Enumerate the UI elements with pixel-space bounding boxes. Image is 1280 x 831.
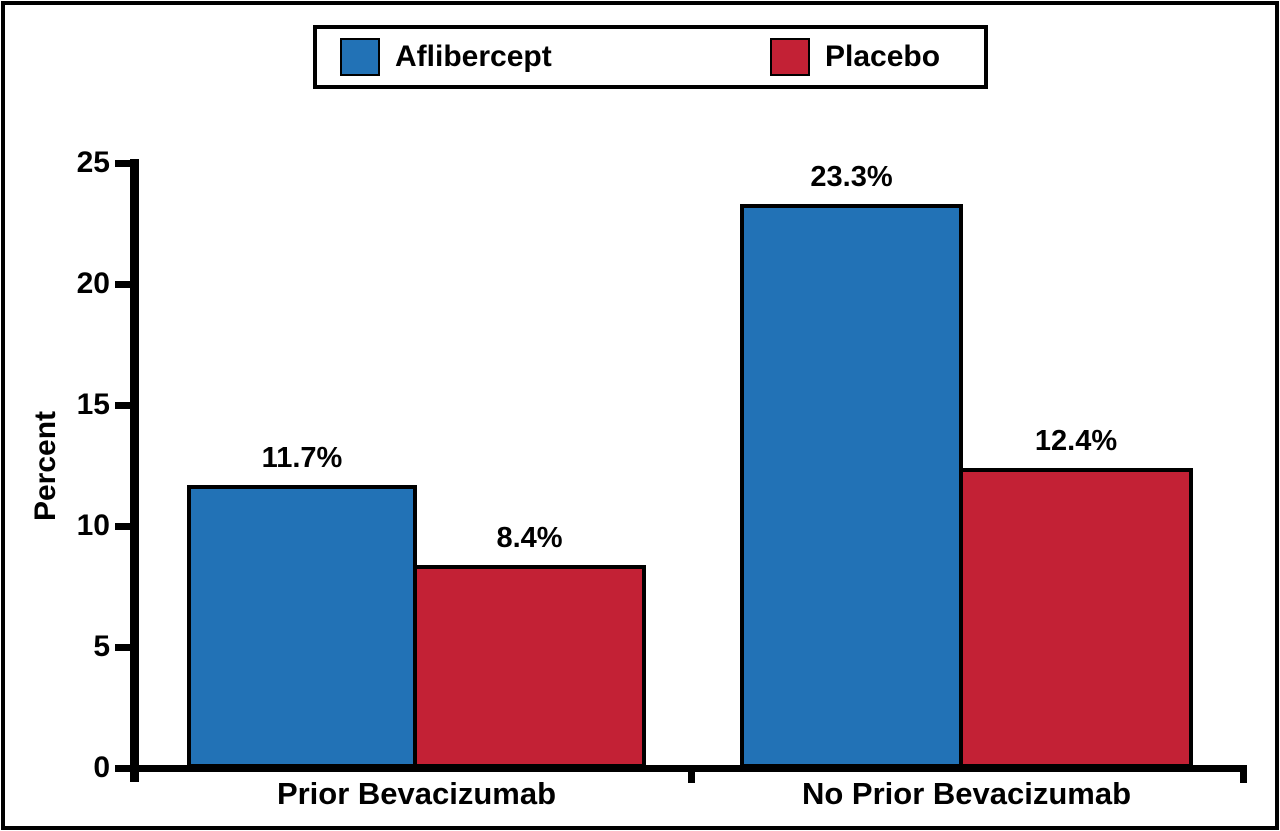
y-tick-label-15: 15 bbox=[76, 388, 110, 421]
y-axis-title: Percent bbox=[29, 410, 62, 522]
legend-label-placebo: Placebo bbox=[825, 40, 941, 73]
bar-aflibercept-group1 bbox=[187, 484, 417, 768]
x-axis-tick bbox=[688, 765, 695, 783]
legend: Aflibercept Placebo bbox=[313, 25, 988, 89]
y-tick-25 bbox=[115, 159, 130, 167]
category-label-2: No Prior Bevacizumab bbox=[801, 776, 1132, 811]
aflibercept-swatch bbox=[340, 38, 380, 76]
legend-item-aflibercept: Aflibercept bbox=[340, 29, 552, 85]
bar-aflibercept-group2 bbox=[740, 204, 963, 768]
x-axis-tick bbox=[1240, 765, 1247, 783]
legend-item-placebo: Placebo bbox=[770, 29, 940, 85]
y-tick-label-10: 10 bbox=[76, 509, 110, 542]
y-tick-0 bbox=[115, 764, 130, 772]
y-axis-line bbox=[130, 159, 139, 782]
y-tick-20 bbox=[115, 280, 130, 288]
y-tick-10 bbox=[115, 522, 130, 530]
y-tick-label-0: 0 bbox=[93, 751, 110, 784]
bar-placebo-group2 bbox=[959, 467, 1193, 768]
y-tick-label-5: 5 bbox=[93, 630, 110, 663]
legend-label-aflibercept: Aflibercept bbox=[395, 40, 552, 73]
y-tick-15 bbox=[115, 401, 130, 409]
bar-placebo-group1 bbox=[413, 564, 646, 768]
bar-value-label: 12.4% bbox=[1034, 424, 1118, 457]
bar-value-label: 11.7% bbox=[261, 441, 343, 474]
y-tick-5 bbox=[115, 643, 130, 651]
bar-value-label: 8.4% bbox=[496, 521, 563, 554]
y-tick-label-20: 20 bbox=[76, 267, 110, 300]
category-label-1: Prior Bevacizumab bbox=[276, 776, 557, 811]
bar-value-label: 23.3% bbox=[810, 161, 893, 194]
placebo-swatch bbox=[770, 38, 810, 76]
y-tick-label-25: 25 bbox=[76, 146, 110, 179]
